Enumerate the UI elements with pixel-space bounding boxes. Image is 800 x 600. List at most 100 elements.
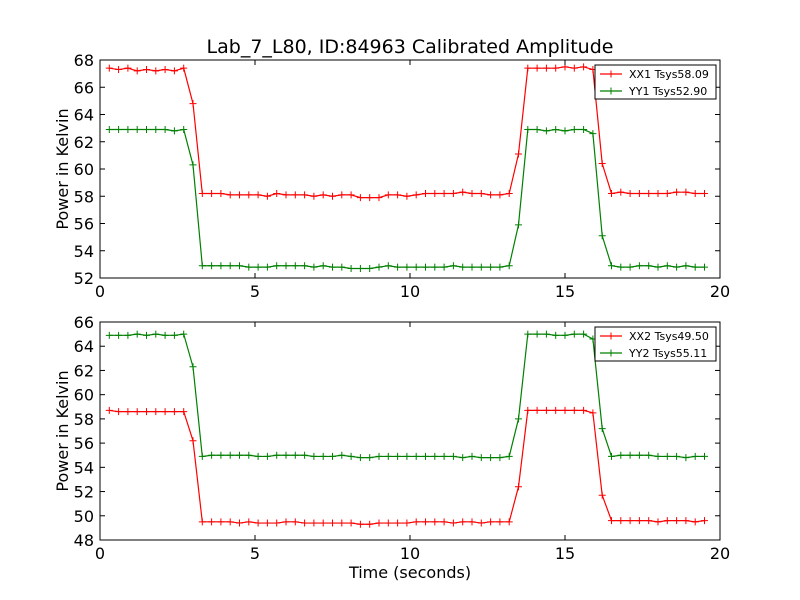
bottom-series-0-point — [654, 518, 662, 526]
bottom-series-1-point — [273, 451, 281, 459]
top-series-0-point — [431, 190, 439, 198]
bottom-series-1-point — [403, 452, 411, 460]
bottom-series-1-point — [533, 330, 541, 338]
top-series-1-point — [570, 125, 578, 133]
bottom-x-tick-label: 5 — [250, 544, 260, 563]
top-series-0-point — [161, 66, 169, 74]
bottom-series-1-point — [663, 452, 671, 460]
top-series-0-point — [533, 64, 541, 72]
bottom-series-1-point — [431, 452, 439, 460]
bottom-series-0-point — [236, 519, 243, 527]
bottom-series-0-point — [701, 517, 708, 525]
bottom-panel: Power in Kelvin Time (seconds) 0 5 10 15 20 4… — [53, 313, 730, 582]
top-series-0-point — [552, 64, 560, 72]
top-series-0-point — [273, 190, 281, 198]
bottom-series-1-point — [608, 452, 615, 460]
top-series-0-point — [403, 192, 411, 200]
top-series-0-point — [338, 191, 346, 199]
top-series-1-point — [403, 263, 411, 271]
top-series-0-point — [524, 64, 532, 72]
bottom-series-1-point — [440, 452, 448, 460]
bottom-series-1-point — [394, 452, 402, 460]
bottom-series-1-point — [189, 363, 197, 371]
top-series-1-point — [496, 263, 504, 271]
bottom-series-0-point — [273, 519, 281, 527]
bottom-series-0-point — [552, 406, 560, 414]
top-series-0-point — [310, 192, 318, 200]
bottom-series-1-point — [701, 452, 708, 460]
bottom-series-1-point — [347, 452, 355, 460]
bottom-series-0-point — [143, 408, 150, 416]
bottom-series-1-point — [115, 331, 123, 339]
bottom-series-0-point — [570, 406, 578, 414]
top-series-1-point — [580, 125, 588, 133]
top-y-tick-label: 68 — [74, 51, 94, 70]
bottom-series-0-point — [329, 519, 336, 527]
bottom-series-1-point — [552, 331, 560, 339]
top-y-tick-label: 58 — [74, 187, 94, 206]
top-series-1-point — [198, 262, 206, 270]
top-series-0-point — [105, 64, 113, 72]
top-series-0-point — [180, 64, 188, 72]
top-series-1-point — [263, 263, 271, 271]
top-series-1-point — [180, 125, 188, 133]
bottom-series-0-point — [115, 408, 123, 416]
top-series-0-point — [682, 188, 690, 196]
bottom-series-1-point — [245, 451, 253, 459]
bottom-series-0-point — [691, 518, 699, 526]
top-series-0-point — [505, 190, 513, 198]
bottom-series-0-point — [431, 518, 439, 526]
bottom-series-1-point — [468, 452, 476, 460]
top-series-1-point — [431, 263, 439, 271]
top-series-1-point — [208, 262, 216, 270]
top-series-1-point — [133, 125, 141, 133]
top-series-0-point — [375, 194, 383, 202]
top-series-1-point — [366, 264, 374, 272]
top-series-0-point — [124, 64, 132, 72]
bottom-series-0-point — [645, 517, 653, 525]
top-series-1-point — [701, 263, 708, 271]
bottom-series-0-point — [338, 519, 346, 527]
top-series-1-point — [542, 127, 550, 135]
top-series-0-point — [366, 194, 374, 202]
bottom-series-0-point — [291, 518, 299, 526]
bottom-series-1-point — [477, 454, 485, 462]
bottom-y-tick-label: 60 — [74, 386, 94, 405]
bottom-series-0-point — [170, 408, 178, 416]
top-y-axis-label: Power in Kelvin — [53, 108, 72, 229]
bottom-series-1-point — [626, 451, 634, 459]
top-series-0-point — [319, 191, 327, 199]
top-y-tick-label: 52 — [74, 269, 94, 288]
bottom-series-1-point — [161, 331, 169, 339]
bottom-series-0-point — [682, 517, 690, 525]
top-series-0-point — [515, 150, 522, 158]
bottom-series-1-point — [505, 452, 513, 460]
bottom-series-0-point — [189, 437, 197, 445]
bottom-series-1-point — [208, 451, 216, 459]
bottom-x-tick-label: 15 — [555, 544, 575, 563]
bottom-series-0-point — [384, 519, 392, 527]
bottom-series-0-point — [468, 518, 476, 526]
bottom-y-tick-label: 50 — [74, 507, 94, 526]
top-series-0-point — [384, 191, 392, 199]
bottom-y-tick-label: 52 — [74, 483, 94, 502]
bottom-series-1-point — [449, 452, 457, 460]
bottom-series-0-point — [459, 518, 467, 526]
top-legend-label: YY1 Tsys52.90 — [628, 85, 707, 98]
top-series-0-point — [356, 194, 364, 202]
bottom-x-tick-label: 0 — [95, 544, 105, 563]
top-series-1-point — [673, 263, 681, 271]
bottom-series-0-point — [561, 406, 569, 414]
bottom-series-0-point — [105, 406, 113, 414]
top-series-0-point — [691, 190, 699, 198]
bottom-series-0-point — [635, 517, 643, 525]
bottom-series-1-point — [422, 452, 429, 460]
top-series-0-point — [152, 67, 160, 75]
top-series-1-point — [468, 263, 476, 271]
top-series-0-point — [291, 191, 299, 199]
top-series-1-point — [226, 262, 234, 270]
top-series-0-point — [496, 191, 504, 199]
top-series-0-point — [701, 190, 708, 198]
bottom-series-1-point — [524, 330, 532, 338]
